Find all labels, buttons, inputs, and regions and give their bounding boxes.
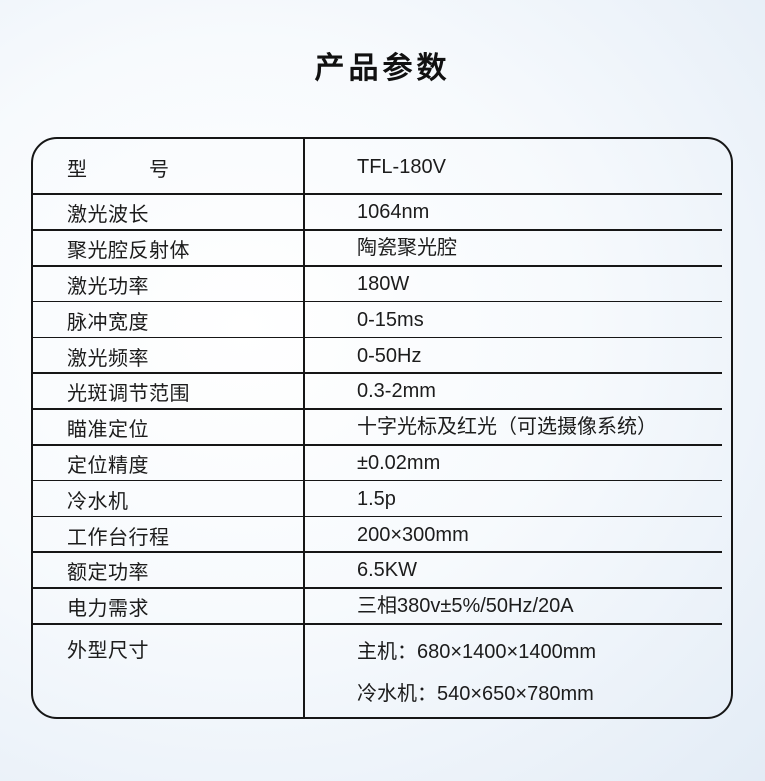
value-line: 十字光标及红光（可选摄像系统） bbox=[357, 416, 657, 439]
value-line: 0-15ms bbox=[357, 308, 424, 331]
row-label: 光斑调节范围 bbox=[67, 383, 190, 406]
value-line: 1.5p bbox=[357, 487, 396, 510]
row-label: 激光功率 bbox=[67, 275, 149, 298]
table-row: 脉冲宽度 0-15ms bbox=[33, 302, 731, 338]
table-row: 聚光腔反射体 陶瓷聚光腔 bbox=[33, 231, 731, 267]
product-spec-table: 型 号 TFL-180V 激光波长 1064nm 聚光腔反射体 陶瓷聚光腔 激光… bbox=[31, 137, 733, 719]
value-line: 180W bbox=[357, 272, 410, 295]
row-label: 激光波长 bbox=[67, 204, 149, 227]
row-label: 工作台行程 bbox=[67, 526, 170, 549]
row-label: 电力需求 bbox=[67, 598, 149, 621]
table-row: 工作台行程 200×300mm bbox=[33, 517, 731, 553]
row-value: 十字光标及红光（可选摄像系统） bbox=[303, 410, 731, 446]
table-row: 激光波长 1064nm bbox=[33, 195, 731, 231]
value-line: 主机：680×1400×1400mm bbox=[357, 640, 597, 663]
row-label: 外型尺寸 bbox=[67, 639, 149, 662]
row-value: 三相380v±5%/50Hz/20A bbox=[303, 589, 731, 625]
row-value: 0-15ms bbox=[303, 302, 731, 338]
table-row: 型 号 TFL-180V bbox=[33, 139, 731, 195]
table-row: 电力需求 三相380v±5%/50Hz/20A bbox=[33, 589, 731, 625]
table-row: 冷水机 1.5p bbox=[33, 481, 731, 517]
row-label: 型 号 bbox=[67, 158, 170, 181]
row-value: 1064nm bbox=[303, 195, 731, 231]
value-line: ±0.02mm bbox=[357, 451, 441, 474]
value-line: 0-50Hz bbox=[357, 344, 422, 367]
table-row: 激光功率 180W bbox=[33, 267, 731, 303]
row-label: 瞄准定位 bbox=[67, 419, 149, 442]
value-line: 三相380v±5%/50Hz/20A bbox=[357, 595, 574, 618]
value-line: 200×300mm bbox=[357, 523, 469, 546]
table-row: 外型尺寸 主机：680×1400×1400mm 冷水机：540×650×780mm bbox=[33, 625, 731, 717]
row-label: 额定功率 bbox=[67, 562, 149, 585]
value-line: 陶瓷聚光腔 bbox=[357, 237, 457, 260]
row-value: 0-50Hz bbox=[303, 338, 731, 374]
row-value: 200×300mm bbox=[303, 517, 731, 553]
value-line: 6.5KW bbox=[357, 559, 418, 582]
row-label: 脉冲宽度 bbox=[67, 311, 149, 334]
table-row: 激光频率 0-50Hz bbox=[33, 338, 731, 374]
row-label: 激光频率 bbox=[67, 347, 149, 370]
row-value: ±0.02mm bbox=[303, 446, 731, 482]
table-row: 光斑调节范围 0.3-2mm bbox=[33, 374, 731, 410]
row-value: 陶瓷聚光腔 bbox=[303, 231, 731, 267]
row-value: 1.5p bbox=[303, 481, 731, 517]
row-value: 180W bbox=[303, 267, 731, 303]
row-value: TFL-180V bbox=[303, 139, 731, 195]
table-row: 瞄准定位 十字光标及红光（可选摄像系统） bbox=[33, 410, 731, 446]
row-value: 6.5KW bbox=[303, 553, 731, 589]
page-title: 产品参数 bbox=[314, 52, 451, 85]
table-row: 额定功率 6.5KW bbox=[33, 553, 731, 589]
table-row: 定位精度 ±0.02mm bbox=[33, 446, 731, 482]
row-value: 0.3-2mm bbox=[303, 374, 731, 410]
row-label: 定位精度 bbox=[67, 454, 149, 477]
row-label: 冷水机 bbox=[67, 490, 129, 513]
row-label: 聚光腔反射体 bbox=[67, 240, 190, 263]
value-line: TFL-180V bbox=[357, 155, 446, 178]
value-line: 0.3-2mm bbox=[357, 380, 436, 403]
row-value: 主机：680×1400×1400mm 冷水机：540×650×780mm bbox=[303, 625, 731, 717]
value-line: 冷水机：540×650×780mm bbox=[357, 682, 594, 705]
value-line: 1064nm bbox=[357, 201, 430, 224]
